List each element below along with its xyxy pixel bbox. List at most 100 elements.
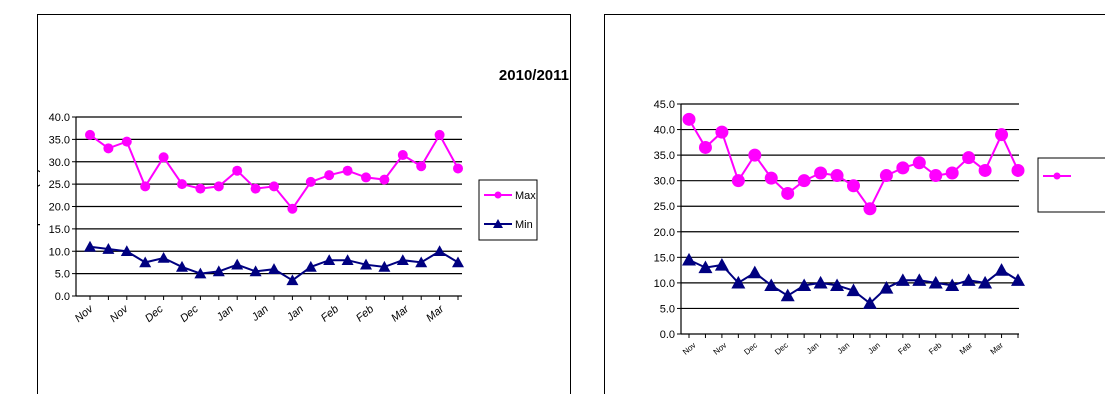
y-tick-label: 0.0 [55, 291, 70, 303]
series-line [89, 132, 459, 211]
data-point [764, 171, 778, 185]
x-tick-label: Nov [712, 341, 729, 357]
x-tick-label: Dec [773, 341, 790, 357]
legend-marker [1053, 172, 1061, 180]
data-point [360, 258, 372, 270]
y-tick-label: 30.0 [49, 157, 70, 169]
x-tick-label: Jan [284, 303, 306, 324]
y-tick-label: 0.0 [660, 329, 675, 341]
y-tick-label: 10.0 [49, 246, 70, 258]
chart-left: 0.0 5.0 10.0 15.0 20.0 25.0 30.0 35.0 40.0 Nov Nov… [37, 67, 569, 325]
y-tick-label: 40.0 [49, 112, 70, 124]
data-point [698, 140, 712, 154]
y-tick-label: 20.0 [49, 202, 70, 214]
data-point [846, 283, 861, 297]
data-point [962, 151, 976, 165]
data-point [157, 251, 170, 263]
x-tick-label: Mar [389, 302, 412, 324]
data-point [862, 296, 877, 309]
y-tick-label: 35.0 [49, 134, 70, 146]
x-tick-label: Jan [805, 341, 821, 356]
data-point [194, 267, 207, 279]
data-point [323, 254, 336, 265]
data-point [847, 179, 860, 193]
x-tick-label: Feb [319, 303, 341, 324]
data-point [747, 265, 762, 279]
legend-label: Max [515, 190, 536, 202]
x-tick-label: Jan [214, 303, 236, 324]
data-point [305, 176, 316, 187]
x-tick-label: Mar [989, 340, 1006, 356]
y-tick-label: 5.0 [55, 269, 70, 281]
data-point [929, 169, 943, 183]
y-tick-label: 25.0 [654, 201, 675, 213]
data-point [830, 278, 845, 292]
y-tick-label: 30.0 [654, 176, 675, 188]
data-point [682, 112, 696, 126]
data-point [781, 186, 795, 200]
data-point [1011, 163, 1025, 177]
chart-panel-left: 0.0 5.0 10.0 15.0 20.0 25.0 30.0 35.0 40.0 Nov Nov… [37, 14, 571, 394]
x-tick-label: Dec [178, 303, 201, 325]
x-tick-label: Feb [896, 340, 913, 356]
chart-title: 2010/2011 [499, 67, 569, 84]
data-point [268, 263, 280, 274]
data-point [378, 260, 391, 272]
x-tick-label: Mar [958, 340, 975, 356]
x-tick-label: Dec [742, 341, 759, 357]
data-point [195, 183, 206, 194]
data-point [715, 125, 729, 139]
data-point [698, 260, 713, 274]
data-point [731, 275, 746, 289]
data-point [250, 183, 261, 194]
data-point [797, 278, 812, 292]
data-point [269, 181, 279, 192]
data-point [961, 273, 976, 286]
legend-box [478, 179, 538, 241]
x-tick-label: Jan [866, 341, 882, 356]
data-point [453, 163, 463, 174]
data-point [912, 273, 927, 286]
data-point [780, 288, 795, 302]
data-point [177, 179, 187, 190]
data-point [912, 156, 926, 170]
chart-panel-right: 0.0 5.0 10.0 15.0 20.0 25.0 30.0 35.0 40.0 45.0 No… [604, 14, 1105, 394]
y-tick-label: 40.0 [654, 125, 675, 137]
data-point [863, 202, 877, 216]
x-tick-label: Dec [143, 303, 166, 325]
data-point [945, 166, 959, 180]
data-point [994, 263, 1009, 276]
y-tick-label: 15.0 [654, 252, 675, 264]
y-axis-label: Temperature (oC) [37, 169, 40, 243]
data-point [212, 265, 225, 277]
data-point [814, 166, 828, 180]
data-point [978, 163, 992, 177]
data-point [213, 181, 224, 192]
data-point [397, 150, 408, 161]
x-tick-label: Feb [354, 303, 376, 324]
data-point [452, 256, 464, 268]
data-point [396, 254, 409, 265]
y-tick-label: 10.0 [654, 278, 675, 290]
data-point [813, 275, 828, 289]
data-point [232, 165, 243, 176]
data-point [895, 273, 910, 286]
data-point [731, 174, 745, 188]
data-point [896, 161, 910, 175]
x-tick-label: Feb [927, 340, 944, 356]
x-tick-label: Jan [249, 303, 271, 324]
data-point [342, 165, 353, 176]
legend-label: Min [515, 219, 533, 231]
data-point [287, 203, 298, 214]
data-point [416, 161, 427, 172]
data-point [140, 181, 151, 192]
data-point [433, 245, 446, 257]
data-point [324, 170, 335, 181]
data-point [176, 260, 188, 272]
y-tick-label: 35.0 [654, 150, 675, 162]
y-tick-label: 25.0 [49, 179, 70, 191]
data-point [879, 281, 894, 294]
x-tick-label: Nov [73, 302, 97, 325]
data-point [158, 152, 169, 163]
y-tick-label: 45.0 [654, 99, 675, 111]
